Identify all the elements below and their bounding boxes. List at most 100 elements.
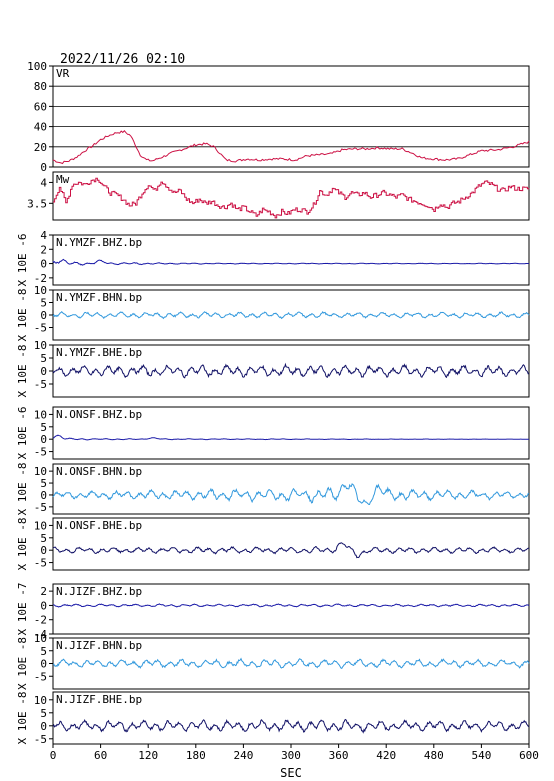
- y-tick-label: 0: [40, 258, 47, 271]
- panel-ymzf-bhz: -20 24 X 10E -6 N.YMZF.BHZ.bp: [16, 229, 530, 287]
- unit-label: X 10E -6: [16, 234, 29, 287]
- unit-label: X 10E -8: [16, 463, 29, 516]
- y-tick-label: 0: [40, 599, 47, 612]
- series-line-vr: [52, 130, 530, 165]
- panel-label: N.JIZF.BHZ.bp: [56, 585, 142, 598]
- unit-label: X 10E -6: [16, 407, 29, 460]
- y-tick-label: 5: [40, 645, 47, 658]
- x-tick-label: 480: [424, 749, 444, 762]
- series-line-jizf-bhn: [52, 657, 530, 670]
- y-tick-label: -5: [34, 501, 47, 514]
- panel-frame: [52, 65, 530, 168]
- y-tick-label: 0: [40, 161, 47, 174]
- y-tick-label: -5: [34, 446, 47, 459]
- y-tick-label: 5: [40, 352, 47, 365]
- unit-label: X 10E -8: [16, 692, 29, 745]
- y-tick-label: -2: [34, 614, 47, 627]
- x-tick-label: 60: [94, 749, 107, 762]
- series-line-onsf-bhe: [52, 542, 530, 559]
- series-line-ymzf-bhz: [52, 258, 530, 266]
- y-tick-label: 4: [40, 176, 47, 189]
- y-tick-label: 100: [27, 60, 47, 73]
- x-tick-label: 540: [471, 749, 491, 762]
- y-tick-label: 3.5: [27, 197, 47, 210]
- y-tick-label: -5: [34, 322, 47, 335]
- panel-label: N.YMZF.BHZ.bp: [56, 236, 142, 249]
- unit-label: X 10E -7: [16, 583, 29, 636]
- y-tick-label: -5: [34, 670, 47, 683]
- series-line-ymzf-bhn: [52, 310, 530, 320]
- y-tick-label: 10: [34, 284, 47, 297]
- y-tick-label: 10: [34, 339, 47, 352]
- panel-frame: [52, 583, 530, 635]
- y-tick-label: 10: [34, 519, 47, 532]
- y-tick-label: 10: [34, 694, 47, 707]
- panel-frame: [52, 171, 530, 221]
- panel-frame: [52, 406, 530, 460]
- panel-label: Mw: [56, 173, 70, 186]
- y-tick-label: -5: [34, 733, 47, 746]
- y-tick-label: 4: [40, 229, 47, 242]
- y-tick-label: 60: [34, 100, 47, 113]
- panel-label: N.ONSF.BHZ.bp: [56, 408, 142, 421]
- x-axis-label: SEC: [280, 766, 302, 780]
- series-line-jizf-bhe: [52, 718, 530, 734]
- y-tick-label: 80: [34, 80, 47, 93]
- y-tick-label: 10: [34, 408, 47, 421]
- panel-frame: [52, 517, 530, 571]
- y-tick-label: 0: [40, 544, 47, 557]
- y-tick-label: 2: [40, 585, 47, 598]
- y-tick-label: 5: [40, 421, 47, 434]
- series-line-ymzf-bhe: [52, 362, 530, 379]
- x-axis: 0 60 120 180 240 300 360 420 480 540 600: [50, 744, 539, 762]
- y-tick-label: 5: [40, 532, 47, 545]
- x-tick-label: 600: [519, 749, 539, 762]
- x-tick-label: 300: [281, 749, 301, 762]
- y-tick-label: 5: [40, 477, 47, 490]
- x-tick-label: 360: [329, 749, 349, 762]
- series-line-onsf-bhz: [52, 434, 529, 441]
- panel-label: N.JIZF.BHE.bp: [56, 693, 142, 706]
- y-tick-label: 0: [40, 433, 47, 446]
- panel-frame: [52, 463, 530, 515]
- series-line-onsf-bhn: [52, 483, 530, 506]
- x-tick-label: 0: [50, 749, 57, 762]
- unit-label: X 10E -8: [16, 289, 29, 342]
- datetime-label: 2022/11/26 02:10: [60, 52, 185, 67]
- unit-label: X 10E -8: [16, 518, 29, 571]
- x-tick-label: 420: [376, 749, 396, 762]
- panel-frame: [52, 234, 530, 286]
- y-tick-label: -5: [34, 557, 47, 570]
- x-tick-label: 180: [186, 749, 206, 762]
- series-line-mw: [53, 177, 530, 219]
- unit-label: X 10E -8: [16, 637, 29, 690]
- panel-label: N.YMZF.BHE.bp: [56, 346, 142, 359]
- y-tick-label: 10: [34, 465, 47, 478]
- panel-label: VR: [56, 67, 70, 80]
- y-tick-label: 5: [40, 707, 47, 720]
- panel-vr: 0 20 40 60 80 100 VR: [27, 60, 530, 174]
- panel-label: N.ONSF.BHN.bp: [56, 465, 142, 478]
- panel-label: N.YMZF.BHN.bp: [56, 291, 142, 304]
- y-tick-label: 0: [40, 720, 47, 733]
- y-tick-label: 40: [34, 121, 47, 134]
- panel-mw: 3.5 4 Mw: [27, 171, 530, 221]
- y-tick-label: -5: [34, 378, 47, 391]
- series-line-jizf-bhz: [52, 603, 530, 608]
- panel-jizf-bhz: -4-2 02 X 10E -7 N.JIZF.BHZ.bp: [16, 583, 530, 641]
- y-tick-label: 2: [40, 243, 47, 256]
- y-tick-label: -4: [34, 628, 48, 641]
- y-tick-label: -2: [34, 272, 47, 285]
- y-tick-label: 0: [40, 365, 47, 378]
- y-tick-label: 0: [40, 309, 47, 322]
- panel-label: N.JIZF.BHN.bp: [56, 639, 142, 652]
